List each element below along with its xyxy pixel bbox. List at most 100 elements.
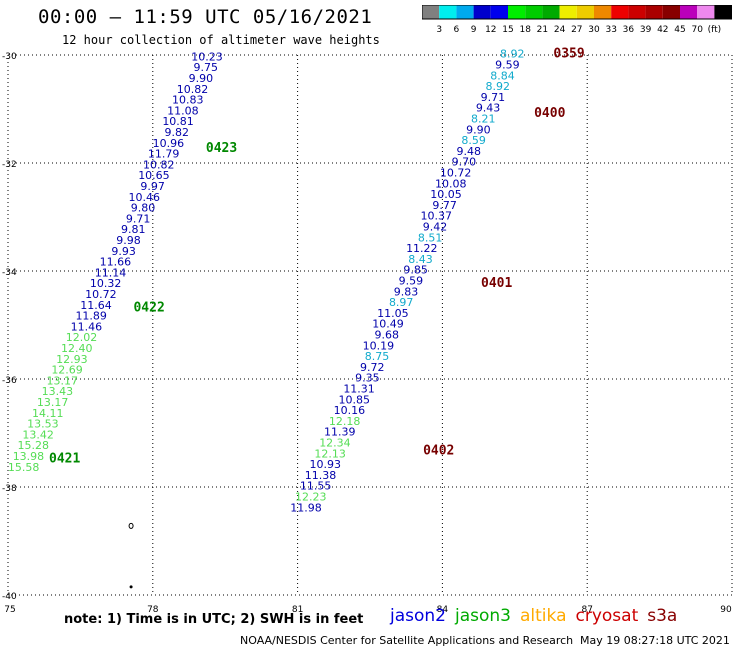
x-tick-label: 81 <box>292 605 303 615</box>
y-tick-label: -36 <box>2 376 17 386</box>
colorbar-swatch <box>628 5 646 19</box>
wave-height-value: 11.22 <box>406 242 438 255</box>
wave-height-value: 12.93 <box>56 353 88 366</box>
generated-timestamp: May 19 08:27:18 UTC 2021 <box>580 634 730 647</box>
wave-height-value: 10.81 <box>162 115 194 128</box>
colorbar-label: 6 <box>454 25 460 35</box>
wave-height-value: 10.16 <box>334 404 366 417</box>
footnote: note: 1) Time is in UTC; 2) SWH is in fe… <box>64 612 364 627</box>
wave-height-value: 10.46 <box>129 191 161 204</box>
page-title: 00:00 – 11:59 UTC 05/16/2021 <box>38 6 373 28</box>
y-tick-label: -32 <box>2 160 17 170</box>
wave-height-value: 8.51 <box>418 231 443 244</box>
colorbar-swatch <box>490 5 508 19</box>
track-cryosat: 8.929.598.848.929.719.438.219.908.599.48… <box>290 47 584 515</box>
wave-height-value: 9.90 <box>189 72 214 85</box>
wave-height-value: 11.64 <box>80 299 112 312</box>
wave-height-value: 10.83 <box>172 94 204 107</box>
colorbar-label: (ft) <box>708 25 722 35</box>
wave-height-value: 9.43 <box>476 102 501 115</box>
wave-height-value: 15.28 <box>18 439 50 452</box>
wave-height-value: 10.49 <box>372 318 404 331</box>
wave-height-value: 13.17 <box>46 374 78 387</box>
colorbar-swatch <box>456 5 474 19</box>
wave-height-value: 9.70 <box>452 156 477 169</box>
legend-altika: altika <box>520 606 567 626</box>
colorbar-swatch <box>714 5 732 19</box>
colorbar-label: 3 <box>436 25 442 35</box>
colorbar-label: 70 <box>691 25 703 35</box>
wave-height-value: 9.68 <box>374 329 399 342</box>
colorbar-label: 24 <box>554 25 566 35</box>
colorbar-label: 21 <box>537 25 548 35</box>
wave-height-value: 9.59 <box>495 59 520 72</box>
wave-height-value: 11.14 <box>95 266 127 279</box>
wave-height-value: 11.55 <box>300 480 332 493</box>
wave-height-value: 10.96 <box>153 137 185 150</box>
time-label: 0423 <box>206 141 237 156</box>
wave-height-value: 9.71 <box>481 91 506 104</box>
legend-jason2: jason2 <box>390 606 446 626</box>
island-marker <box>129 585 133 589</box>
y-tick-label: -30 <box>2 52 17 62</box>
colorbar-label: 42 <box>657 25 668 35</box>
legend-cryosat: cryosat <box>575 606 639 626</box>
wave-height-value: 10.65 <box>138 169 170 182</box>
colorbar-label: 27 <box>571 25 582 35</box>
wave-height-value: 10.93 <box>310 458 342 471</box>
time-label: 0359 <box>553 47 584 62</box>
colorbar-swatch <box>645 5 663 19</box>
wave-height-value: 9.81 <box>121 223 146 236</box>
y-tick-label: -40 <box>2 592 17 602</box>
page-subtitle: 12 hour collection of altimeter wave hei… <box>62 33 380 47</box>
wave-height-value: 9.85 <box>403 264 428 277</box>
wave-height-value: 11.46 <box>71 320 103 333</box>
wave-height-value: 11.98 <box>290 501 322 514</box>
wave-height-value: 9.35 <box>355 372 380 385</box>
wave-height-value: 13.42 <box>22 428 54 441</box>
wave-height-value: 10.72 <box>85 288 117 301</box>
wave-height-value: 12.40 <box>61 342 93 355</box>
wave-height-value: 11.05 <box>377 307 409 320</box>
wave-height-value: 11.39 <box>324 426 356 439</box>
wave-height-value: 12.02 <box>66 331 98 344</box>
satellite-legend: jason2 jason3 altika cryosat s3a <box>390 606 686 626</box>
wave-height-value: 10.23 <box>191 50 223 63</box>
colorbar-swatch <box>697 5 715 19</box>
wave-height-value: 13.43 <box>42 385 74 398</box>
y-tick-label: -34 <box>2 268 17 278</box>
wave-height-value: 12.23 <box>295 491 327 504</box>
wave-height-value: 9.93 <box>111 245 136 258</box>
island-marker <box>128 522 134 529</box>
colorbar-label: 45 <box>674 25 685 35</box>
colorbar-swatch <box>576 5 594 19</box>
wave-height-value: 11.31 <box>343 383 375 396</box>
wave-height-value: 9.97 <box>140 180 165 193</box>
wave-height-value: 10.19 <box>363 339 395 352</box>
wave-height-value: 8.97 <box>389 296 414 309</box>
wave-height-value: 9.42 <box>423 221 448 234</box>
x-tick-label: 78 <box>147 605 159 615</box>
wave-height-value: 9.80 <box>131 202 156 215</box>
wave-height-value: 13.17 <box>37 396 69 409</box>
y-tick-label: -38 <box>2 484 17 494</box>
colorbar-swatch <box>559 5 577 19</box>
wave-height-value: 12.18 <box>329 415 361 428</box>
wave-height-value: 11.89 <box>75 310 107 323</box>
colorbar-label: 9 <box>471 25 477 35</box>
wave-height-value: 10.82 <box>143 158 175 171</box>
wave-height-value: 14.11 <box>32 407 64 420</box>
x-tick-label: 87 <box>581 605 592 615</box>
wave-height-value: 10.82 <box>177 83 209 96</box>
wave-height-value: 8.84 <box>490 69 515 82</box>
wave-height-value: 12.34 <box>319 437 351 450</box>
wave-height-value: 8.59 <box>461 134 486 147</box>
wave-height-value: 12.13 <box>314 447 346 460</box>
wave-height-value: 10.08 <box>435 177 467 190</box>
wave-height-value: 12.69 <box>51 364 83 377</box>
colorbar-swatch <box>611 5 629 19</box>
wave-height-value: 13.53 <box>27 418 59 431</box>
time-label: 0421 <box>49 452 80 467</box>
wave-height-value: 10.05 <box>430 188 462 201</box>
